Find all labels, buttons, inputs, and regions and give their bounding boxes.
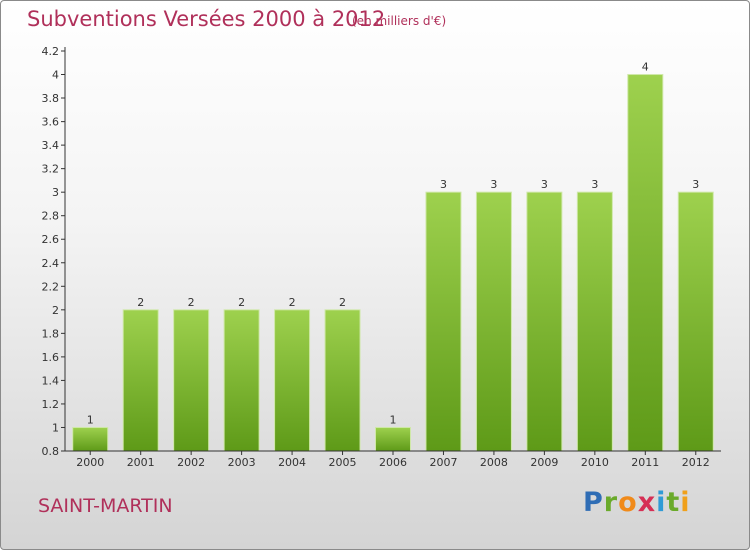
y-tick-label: 1.8: [42, 327, 60, 340]
data-label-2009: 3: [541, 178, 548, 191]
x-tick-label-2000: 2000: [76, 456, 104, 469]
x-tick-label-2004: 2004: [278, 456, 306, 469]
data-label-2003: 2: [238, 296, 245, 309]
bar-2009: [526, 191, 563, 452]
x-tick-label-2006: 2006: [379, 456, 407, 469]
bar-2001: [122, 309, 159, 452]
bar-2010: [576, 191, 613, 452]
y-tick-label: 1.4: [42, 374, 60, 387]
data-label-2002: 2: [188, 296, 195, 309]
data-label-2012: 3: [692, 178, 699, 191]
y-tick-label: 3.4: [42, 139, 60, 152]
y-tick-label: 3.2: [42, 163, 60, 176]
bar-2003: [223, 309, 260, 452]
proxiti-logo: Proxiti: [583, 487, 691, 518]
y-tick-label: 2.4: [42, 257, 60, 270]
y-tick-label: 4: [52, 69, 59, 82]
bar-2006: [375, 426, 411, 452]
chart-subtitle: (en milliers d'€): [352, 14, 447, 28]
x-tick-label-2007: 2007: [429, 456, 457, 469]
y-tick-label: 3: [52, 186, 59, 199]
y-tick-label: 1.2: [42, 398, 60, 411]
bars-group: 1 2 2 2 2 2 1 3 3 3 3 4 3: [72, 61, 714, 452]
bar-2007: [425, 191, 462, 452]
bar-2011: [627, 74, 664, 452]
data-label-2007: 3: [440, 178, 447, 191]
bar-2005: [324, 309, 361, 452]
data-label-2004: 2: [289, 296, 296, 309]
y-tick-label: 2: [52, 304, 59, 317]
bar-2004: [274, 309, 311, 452]
data-label-2010: 3: [591, 178, 598, 191]
y-tick-label: 2.2: [42, 280, 60, 293]
y-tick-label: 2.6: [42, 233, 60, 246]
x-tick-label-2009: 2009: [530, 456, 558, 469]
x-tick-label-2012: 2012: [682, 456, 710, 469]
y-tick-label: 2.8: [42, 210, 60, 223]
x-tick-label-2001: 2001: [127, 456, 155, 469]
x-tick-label-2002: 2002: [177, 456, 205, 469]
x-tick-label-2003: 2003: [228, 456, 256, 469]
bar-2002: [173, 309, 210, 452]
chart-title: Subventions Versées 2000 à 2012: [27, 7, 386, 31]
data-label-2000: 1: [87, 413, 94, 426]
y-tick-label: 1: [52, 421, 59, 434]
data-label-2006: 1: [390, 413, 397, 426]
bar-2012: [677, 191, 714, 452]
data-label-2008: 3: [490, 178, 497, 191]
y-tick-label: 4.2: [42, 45, 60, 58]
bar-2000: [72, 426, 109, 452]
data-label-2011: 4: [642, 61, 649, 74]
data-label-2005: 2: [339, 296, 346, 309]
axes-group: 2000 2001 2002 2003 2004 2005 2006 2007 2008 2009…: [42, 45, 721, 469]
y-tick-label: 3.6: [42, 116, 60, 129]
x-tick-label-2005: 2005: [329, 456, 357, 469]
data-label-2001: 2: [137, 296, 144, 309]
y-tick-label: 0.8: [42, 445, 60, 458]
y-tick-label: 3.8: [42, 92, 60, 105]
commune-name: SAINT-MARTIN: [38, 495, 173, 517]
x-tick-label-2010: 2010: [581, 456, 609, 469]
y-tick-label: 1.6: [42, 351, 60, 364]
bar-2008: [475, 191, 512, 452]
x-tick-label-2011: 2011: [631, 456, 659, 469]
x-tick-label-2008: 2008: [480, 456, 508, 469]
